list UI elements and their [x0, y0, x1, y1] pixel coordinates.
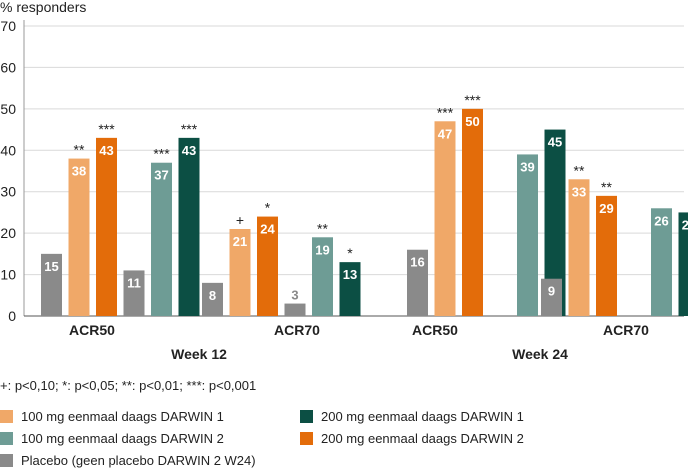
legend-label: 100 mg eenmaal daags DARWIN 2 — [21, 430, 224, 446]
bar-value-label: 3 — [291, 288, 298, 303]
bar — [96, 137, 117, 316]
legend-swatch — [0, 453, 13, 467]
bar — [407, 249, 428, 316]
subgroup-label: ACR50 — [412, 322, 458, 338]
y-tick-label: 60 — [0, 59, 16, 75]
significance-marker: *** — [98, 121, 115, 137]
bar-value-label: 47 — [438, 126, 452, 141]
bar — [123, 270, 145, 316]
bar-value-label: 50 — [465, 114, 479, 129]
significance-marker: *** — [464, 92, 481, 108]
bar — [434, 121, 456, 317]
bar-value-label: 8 — [209, 288, 216, 303]
bar-value-label: 39 — [520, 159, 534, 174]
legend-swatch — [0, 409, 13, 423]
significance-marker: ** — [317, 220, 328, 236]
bar — [312, 237, 333, 316]
bar-value-label: 33 — [572, 184, 586, 199]
y-tick-label: 0 — [8, 308, 16, 324]
y-tick-label: 70 — [0, 18, 16, 34]
bar — [151, 162, 172, 316]
bar — [568, 179, 590, 316]
bar — [678, 212, 688, 316]
y-tick-label: 20 — [0, 225, 16, 241]
bar-value-label: 38 — [72, 164, 86, 179]
significance-marker: ** — [74, 142, 85, 158]
legend-item: 200 mg eenmaal daags DARWIN 1 — [300, 406, 524, 426]
legend-swatch — [0, 431, 13, 445]
bar-value-label: 13 — [343, 267, 357, 282]
bar — [257, 216, 278, 316]
bar — [462, 108, 483, 316]
bar-value-label: 21 — [233, 234, 247, 249]
significance-marker: *** — [437, 104, 454, 120]
bar — [202, 282, 223, 316]
group-label: Week 24 — [512, 346, 568, 362]
bar — [596, 195, 617, 316]
bar-value-label: 16 — [410, 255, 424, 270]
significance-marker: + — [236, 212, 244, 228]
bar-value-label: 43 — [99, 143, 113, 158]
bar-value-label: 37 — [154, 168, 168, 183]
bar-value-label: 29 — [599, 201, 613, 216]
subgroup-label: ACR50 — [69, 322, 115, 338]
subgroup-label: ACR70 — [603, 322, 649, 338]
bar-value-label: 11 — [127, 275, 141, 290]
bar — [68, 158, 90, 316]
bar-value-label: 15 — [44, 259, 58, 274]
legend-item: 200 mg eenmaal daags DARWIN 2 — [300, 428, 524, 448]
significance-footnote: +: p<0,10; *: p<0,05; **: p<0,01; ***: p… — [0, 378, 257, 393]
legend: 100 mg eenmaal daags DARWIN 1 200 mg eenm… — [0, 404, 688, 471]
subgroup-label: ACR70 — [274, 322, 320, 338]
bar — [284, 303, 306, 316]
bar-value-label: 19 — [315, 242, 329, 257]
bar — [339, 262, 361, 316]
y-tick-label: 40 — [0, 142, 16, 158]
legend-swatch — [300, 409, 313, 423]
bar-value-label: 43 — [182, 143, 196, 158]
significance-marker: ** — [574, 162, 585, 178]
y-axis-label: % responders — [0, 0, 86, 15]
bar-value-label: 24 — [260, 222, 275, 237]
significance-marker: * — [265, 200, 271, 216]
legend-label: 100 mg eenmaal daags DARWIN 1 — [21, 408, 224, 424]
bar — [517, 154, 538, 316]
bar-value-label: 26 — [654, 213, 668, 228]
bar-value-label: 25 — [682, 217, 688, 232]
legend-swatch — [300, 431, 313, 445]
bar — [229, 229, 251, 316]
bar — [178, 137, 200, 316]
legend-item: Placebo (geen placebo DARWIN 2 W24) — [0, 450, 256, 470]
significance-marker: * — [347, 245, 353, 261]
legend-label: Placebo (geen placebo DARWIN 2 W24) — [21, 452, 256, 468]
legend-label: 200 mg eenmaal daags DARWIN 1 — [321, 408, 524, 424]
legend-item: 100 mg eenmaal daags DARWIN 2 — [0, 428, 224, 448]
y-tick-label: 30 — [0, 184, 16, 200]
bar — [41, 253, 62, 316]
bar — [541, 278, 562, 316]
significance-marker: ** — [601, 179, 612, 195]
legend-label: 200 mg eenmaal daags DARWIN 2 — [321, 430, 524, 446]
y-tick-label: 50 — [0, 101, 16, 117]
bar-value-label: 9 — [548, 284, 555, 299]
bar-value-label: 45 — [548, 135, 562, 150]
significance-marker: *** — [153, 146, 170, 162]
bar — [544, 129, 566, 316]
bar — [651, 208, 672, 316]
group-label: Week 12 — [171, 346, 227, 362]
y-tick-label: 10 — [0, 267, 16, 283]
legend-item: 100 mg eenmaal daags DARWIN 1 — [0, 406, 224, 426]
significance-marker: *** — [181, 121, 198, 137]
